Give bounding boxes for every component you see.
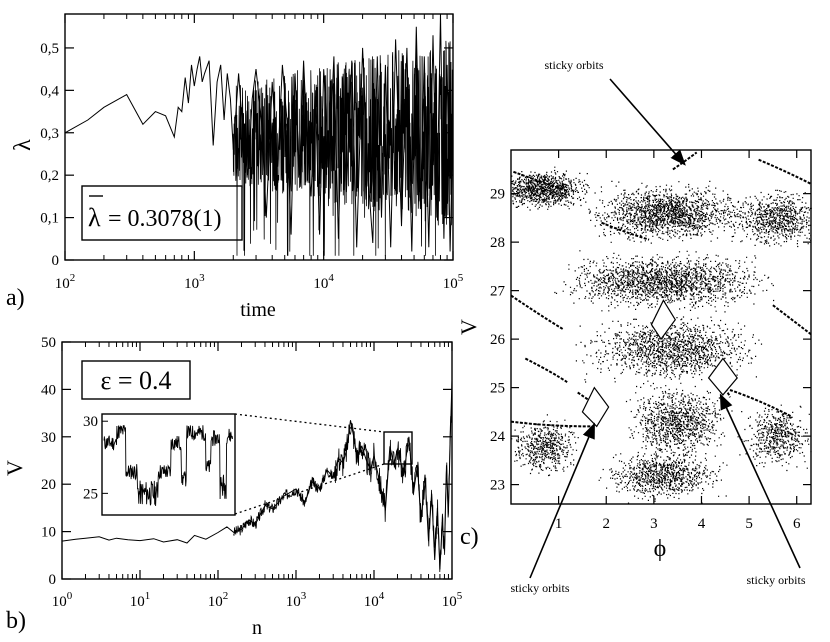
panel-b-inset-ytick-label: 25 <box>83 486 98 502</box>
panel-a-xtick-label: 103 <box>184 272 205 292</box>
panel-c-island <box>707 357 738 396</box>
panel-a-xlabel: time <box>240 299 276 321</box>
panel-b-zoom-guide-top <box>234 413 385 433</box>
panel-c-sticky-orbit-arc <box>758 158 812 185</box>
panel-b-ylabel: V <box>2 460 27 476</box>
panel-c-label: c) <box>460 524 479 550</box>
panel-a-ytick-label: 0 <box>52 253 60 269</box>
panel-b-epsilon-box <box>81 360 191 400</box>
panel-a-label: a) <box>6 285 25 311</box>
panel-c-xtick-label: 5 <box>745 516 753 532</box>
panel-b-label: b) <box>6 608 26 634</box>
panel-b-ytick-label: 20 <box>41 477 56 493</box>
panel-b-xtick-label: 104 <box>364 590 385 610</box>
panel-b-xtick-label: 100 <box>52 590 73 610</box>
panel-b-frame <box>61 341 453 580</box>
panel-c-ytick-label: 29 <box>490 187 505 203</box>
panel-b-inset-series-line <box>103 424 234 507</box>
panel-a-ytick-label: 0,4 <box>40 83 59 99</box>
panel-c-xtick-label: 2 <box>602 516 610 532</box>
panel-c-sticky-orbit-arc <box>510 294 564 331</box>
panel-c-island <box>581 386 610 428</box>
panel-a-lyapunov-plot: 102 103 104 105 0 0,1 0,2 0,3 0,4 0,5 λ = 0.3078(… <box>6 13 464 321</box>
panel-a-legend-box <box>81 185 243 241</box>
panel-b-inset: 25 30 <box>83 413 236 516</box>
panel-b-xtick-label: 103 <box>286 590 307 610</box>
panel-c-xtick-label: 1 <box>555 516 563 532</box>
panel-a-ytick-label: 0,2 <box>40 168 59 184</box>
panel-b-zoom-box <box>383 431 413 465</box>
panel-c-sticky-orbit-arc <box>772 304 812 336</box>
panel-c-island <box>650 299 677 341</box>
panel-b-xtick-label: 101 <box>130 590 151 610</box>
panel-c-xtick-label: 6 <box>793 516 801 532</box>
panel-b-xtick-label: 102 <box>208 590 229 610</box>
panel-b-ytick-label: 0 <box>49 572 57 588</box>
panel-b-xlabel: n <box>252 617 262 639</box>
panel-b-inset-ytick-label: 30 <box>83 414 98 430</box>
panel-a-ytick-label: 0,1 <box>40 211 59 227</box>
panel-b-ytick-label: 30 <box>41 430 56 446</box>
panel-c-sticky-orbit-arc <box>729 389 793 418</box>
panel-a-xtick-label: 104 <box>313 272 334 292</box>
panel-c-ytick-label: 24 <box>490 429 506 445</box>
panel-c-sticky-orbit-arc <box>524 357 569 384</box>
panel-a-xtick-label: 105 <box>443 272 464 292</box>
panel-c-ylabel: V <box>456 319 481 335</box>
panel-b-ytick-label: 50 <box>41 335 56 351</box>
panel-c-ytick-label: 26 <box>490 332 506 348</box>
panel-b-epsilon-label: ε = 0.4 <box>100 366 171 395</box>
panel-c-annotation-label: sticky orbits <box>747 573 806 587</box>
panel-c-annotation-arrow <box>719 393 801 569</box>
panel-c-ytick-label: 27 <box>490 284 506 300</box>
panel-c-annotation-label: sticky orbits <box>511 581 570 595</box>
panel-a-legend-symbol: λ <box>88 203 101 232</box>
panel-b-zoom-guide-bottom <box>234 463 385 515</box>
panel-b-ytick-label: 10 <box>41 525 56 541</box>
panel-a-series-fine-oscillation <box>232 40 454 256</box>
panel-a-legend-value: = 0.3078(1) <box>108 206 222 232</box>
panel-a-ytick-label: 0,5 <box>40 41 59 57</box>
panel-b-inset-frame <box>101 413 236 516</box>
panel-c-xtick-label: 4 <box>698 516 706 532</box>
panel-b-v-plot: 100 101 102 103 104 105 0 10 20 30 40 50 ε = 0.4 25… <box>2 335 463 639</box>
panel-c-ytick-label: 25 <box>490 381 505 397</box>
panel-c-annotation-arrow <box>529 422 596 579</box>
panel-b-series-fine-oscillation <box>233 397 452 573</box>
panel-c-annotation-label: sticky orbits <box>545 58 604 72</box>
panel-c-annotation-arrow <box>609 78 686 166</box>
panel-a-ytick-label: 0,3 <box>40 126 59 142</box>
panel-c-sticky-orbit-arc <box>672 151 698 171</box>
panel-c-ytick-label: 23 <box>490 478 505 494</box>
panel-b-ytick-label: 40 <box>41 382 56 398</box>
panel-c-xtick-label: 3 <box>650 516 658 532</box>
panel-c-xlabel: ϕ <box>654 536 667 562</box>
panel-a-xtick-label: 102 <box>55 272 76 292</box>
panel-b-xtick-label: 105 <box>442 590 463 610</box>
panel-a-ylabel: λ <box>10 139 36 151</box>
panel-c-sticky-orbit-arc <box>601 221 650 241</box>
panel-c-ytick-label: 28 <box>490 235 505 251</box>
panel-c-sticky-orbit-arc <box>513 170 569 193</box>
